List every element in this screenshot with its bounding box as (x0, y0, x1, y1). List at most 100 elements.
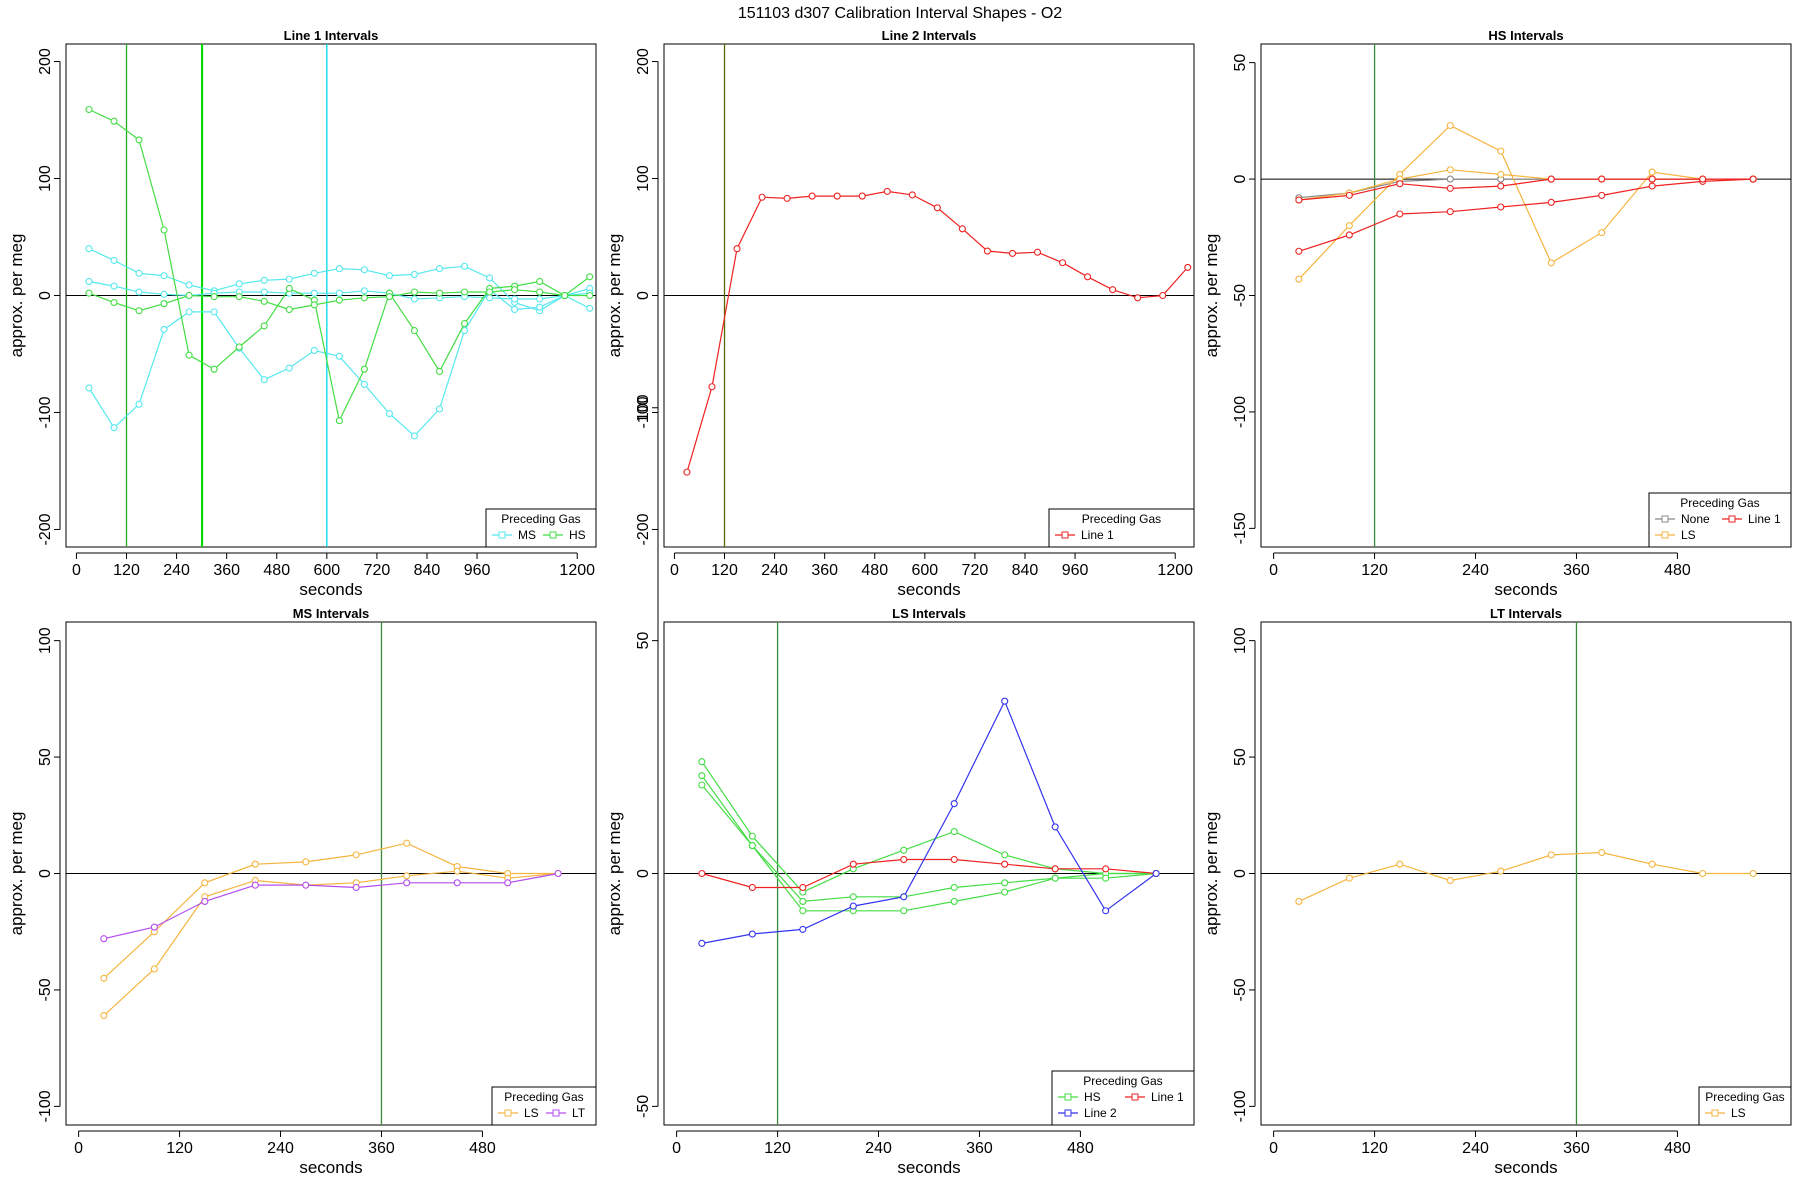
series-line (686, 190, 1189, 473)
data-point (100, 974, 108, 982)
x-axis-label: seconds (299, 580, 362, 599)
data-point (285, 275, 293, 283)
legend-box (491, 1086, 597, 1126)
legend: Preceding Gas LS LT (491, 1086, 597, 1126)
x-tick-label: 0 (1269, 1140, 1278, 1157)
data-point (1598, 191, 1606, 199)
figure-title: 151103 d307 Calibration Interval Shapes … (738, 5, 1062, 22)
x-axis-label: seconds (299, 1158, 362, 1177)
chart-panel-3: HS Intervals 0 120 240 360 480 seconds -150 -100… (1202, 28, 1792, 599)
data-point (1598, 175, 1606, 183)
data-point (708, 383, 716, 391)
data-point (1396, 210, 1404, 218)
data-point (235, 280, 243, 288)
data-point (403, 879, 411, 887)
data-point (403, 839, 411, 847)
series-line (103, 870, 559, 1017)
data-point (100, 935, 108, 943)
data-point (352, 883, 360, 892)
data-point (1497, 170, 1505, 178)
data-point (251, 860, 259, 868)
chart-panel-6: LT Intervals 0 120 240 360 480 seconds -100 -50 0… (1202, 606, 1792, 1177)
data-point (352, 851, 360, 859)
data-point (302, 881, 310, 889)
x-tick-label: 360 (966, 1140, 993, 1157)
legend-box (1048, 508, 1195, 548)
data-point (536, 295, 544, 303)
series-line (1298, 178, 1754, 252)
data-point (385, 410, 393, 418)
data-point (235, 343, 243, 351)
x-tick-label: 840 (1012, 562, 1039, 579)
data-point (748, 930, 756, 938)
data-point (950, 855, 958, 864)
data-point (385, 272, 393, 280)
x-tick-label: 1200 (1157, 562, 1193, 579)
data-point (85, 384, 93, 392)
x-tick-label: 960 (464, 562, 491, 579)
data-point (285, 305, 293, 314)
y-axis-label: approx. per meg (605, 812, 624, 936)
legend: Preceding Gas Line 1 (1048, 508, 1195, 548)
chart-panel-1: Line 1 Intervals 0 120 240 360 480 600 720 840 96… (7, 28, 597, 599)
x-tick-label: 120 (764, 1140, 791, 1157)
data-point (799, 883, 807, 892)
data-point (950, 883, 958, 892)
data-point (1547, 198, 1555, 206)
legend-swatch-marker (504, 1109, 512, 1117)
y-tick-label: 100 (37, 627, 54, 654)
x-axis-label: seconds (1494, 1158, 1557, 1177)
x-tick-label: 0 (670, 562, 679, 579)
legend: Preceding Gas HS Line 1 Line 2 (1051, 1070, 1195, 1126)
data-point (900, 846, 908, 854)
data-point (808, 192, 816, 200)
legend-title: Preceding Gas (501, 512, 580, 526)
data-point (698, 939, 706, 947)
data-point (1051, 823, 1059, 831)
data-point (1648, 860, 1656, 868)
data-point (1648, 168, 1656, 176)
legend: Preceding Gas MS HS (485, 508, 597, 548)
data-point (260, 276, 268, 284)
data-point (1598, 848, 1606, 857)
legend-entry: LS (1731, 1106, 1746, 1120)
data-point (1497, 867, 1505, 875)
data-point (135, 269, 143, 277)
x-tick-label: 360 (368, 1140, 395, 1157)
y-tick-label: -200 (37, 513, 54, 545)
x-tick-label: 240 (267, 1140, 294, 1157)
data-point (360, 287, 368, 295)
data-point (1102, 907, 1110, 915)
y-tick-label: -100 (635, 396, 652, 428)
legend-swatch-marker (552, 1109, 560, 1117)
data-point (748, 832, 756, 840)
data-point (536, 277, 544, 286)
data-point (486, 288, 494, 296)
data-point (135, 288, 143, 296)
data-point (1446, 876, 1454, 885)
data-point (160, 290, 168, 298)
y-axis-label: approx. per meg (605, 234, 624, 358)
y-tick-label: -100 (37, 396, 54, 428)
x-tick-label: 240 (163, 562, 190, 579)
legend-swatch-marker (549, 531, 557, 539)
x-axis-label: seconds (897, 580, 960, 599)
y-tick-label: 100 (635, 394, 652, 421)
legend-title: Preceding Gas (1082, 512, 1161, 526)
data-point (310, 301, 318, 309)
data-point (260, 376, 268, 384)
data-point (1648, 182, 1656, 190)
legend-swatch-marker (1061, 531, 1069, 539)
x-tick-label: 120 (1361, 562, 1388, 579)
data-point (1159, 291, 1167, 300)
data-point (1001, 851, 1009, 859)
data-point (85, 105, 93, 114)
data-point (460, 320, 469, 328)
y-axis-label: approx. per meg (1202, 812, 1221, 936)
y-tick-label: 50 (1232, 748, 1249, 766)
data-point (933, 204, 941, 212)
series-line (103, 872, 559, 940)
data-point (235, 293, 243, 301)
x-tick-label: 0 (1269, 562, 1278, 579)
x-tick-label: 240 (865, 1140, 892, 1157)
